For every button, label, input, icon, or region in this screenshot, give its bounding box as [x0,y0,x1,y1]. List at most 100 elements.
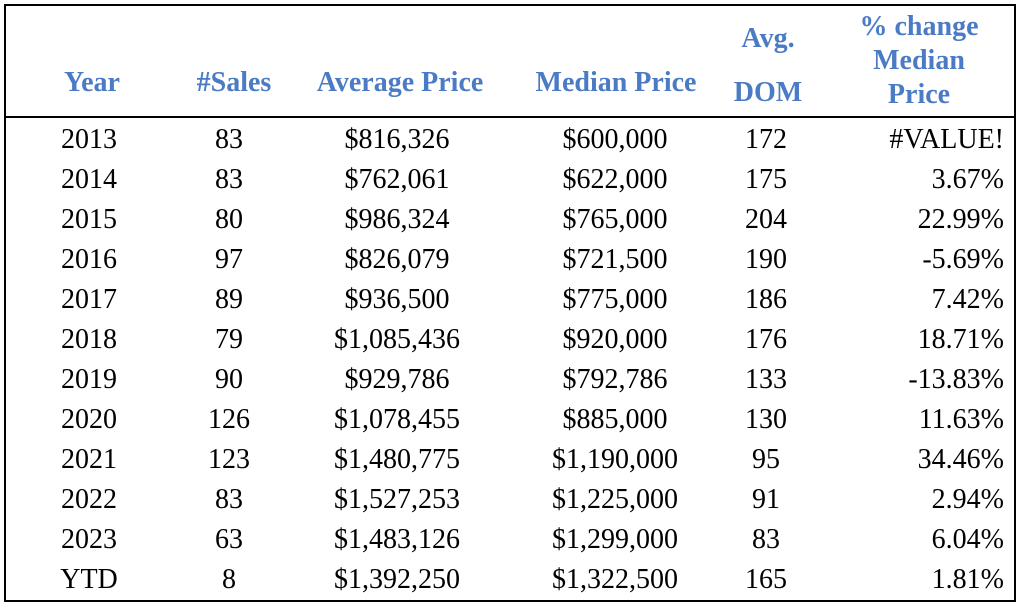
cell-median-price: $600,000 [562,124,668,155]
header-average-price: Average Price [298,66,502,100]
cell-median-price: $885,000 [562,404,668,435]
cell-average-price: $936,500 [344,284,450,315]
cell-median-price: $1,299,000 [552,524,678,555]
table-body: 2013 83 $816,326 $600,000 172 #VALUE! 2014 83 $7… [6,120,1014,600]
cell-sales: 126 [208,404,250,435]
cell-average-price: $1,078,455 [334,404,460,435]
cell-year: YTD [60,564,118,595]
table-row: 2023 63 $1,483,126 $1,299,000 83 6.04% [6,520,1014,560]
header-avg-dom-line-1: Avg. [741,23,795,54]
header-pct-change-line-3: Price [887,79,951,110]
header-year: Year [54,66,130,100]
cell-year: 2019 [61,364,117,395]
cell-year: 2021 [61,444,117,475]
header-avg-dom: Avg. DOM [722,12,814,120]
cell-median-price: $792,786 [562,364,668,395]
cell-year: 2015 [61,204,117,235]
cell-average-price: $1,480,775 [334,444,460,475]
header-median-price: Median Price [518,66,714,100]
header-sales-line: #Sales [196,67,272,98]
cell-year: 2020 [61,404,117,435]
cell-avg-dom: 91 [752,484,780,515]
cell-year: 2014 [61,164,117,195]
cell-year: 2018 [61,324,117,355]
cell-sales: 83 [215,124,243,155]
sales-table: Year #Sales Average Price Median Price A… [4,4,1016,602]
header-pct-change-line-1: % change [859,11,979,42]
cell-avg-dom: 130 [745,404,787,435]
cell-median-price: $920,000 [562,324,668,355]
cell-pct-change-median: #VALUE! [889,124,1004,155]
cell-pct-change-median: 1.81% [931,564,1004,595]
cell-sales: 80 [215,204,243,235]
cell-sales: 79 [215,324,243,355]
cell-average-price: $929,786 [344,364,450,395]
cell-median-price: $765,000 [562,204,668,235]
cell-median-price: $1,322,500 [552,564,678,595]
cell-average-price: $826,079 [344,244,450,275]
table-row: 2018 79 $1,085,436 $920,000 176 18.71% [6,320,1014,360]
cell-year: 2022 [61,484,117,515]
cell-pct-change-median: 7.42% [931,284,1004,315]
table-row: 2015 80 $986,324 $765,000 204 22.99% [6,200,1014,240]
table-row: 2013 83 $816,326 $600,000 172 #VALUE! [6,120,1014,160]
header-median-price-line: Median Price [535,67,697,98]
header-average-price-line: Average Price [316,67,484,98]
cell-sales: 97 [215,244,243,275]
cell-sales: 83 [215,484,243,515]
cell-avg-dom: 186 [745,284,787,315]
cell-avg-dom: 133 [745,364,787,395]
cell-avg-dom: 190 [745,244,787,275]
cell-sales: 123 [208,444,250,475]
table-row: 2016 97 $826,079 $721,500 190 -5.69% [6,240,1014,280]
cell-average-price: $986,324 [344,204,450,235]
header-pct-change-median: % change Median Price [834,10,1004,112]
cell-sales: 90 [215,364,243,395]
cell-pct-change-median: 11.63% [918,404,1004,435]
cell-average-price: $1,483,126 [334,524,460,555]
cell-year: 2013 [61,124,117,155]
cell-average-price: $1,392,250 [334,564,460,595]
cell-average-price: $1,085,436 [334,324,460,355]
cell-sales: 89 [215,284,243,315]
table-row: 2022 83 $1,527,253 $1,225,000 91 2.94% [6,480,1014,520]
header-avg-dom-line-2: DOM [733,77,803,108]
cell-pct-change-median: 22.99% [917,204,1004,235]
cell-average-price: $816,326 [344,124,450,155]
cell-avg-dom: 175 [745,164,787,195]
cell-average-price: $762,061 [344,164,450,195]
cell-sales: 8 [222,564,236,595]
cell-year: 2016 [61,244,117,275]
cell-median-price: $622,000 [562,164,668,195]
cell-year: 2023 [61,524,117,555]
cell-avg-dom: 165 [745,564,787,595]
cell-avg-dom: 204 [745,204,787,235]
cell-avg-dom: 83 [752,524,780,555]
cell-pct-change-median: -5.69% [922,244,1004,275]
cell-median-price: $721,500 [562,244,668,275]
cell-median-price: $775,000 [562,284,668,315]
cell-avg-dom: 172 [745,124,787,155]
cell-pct-change-median: 6.04% [931,524,1004,555]
cell-median-price: $1,190,000 [552,444,678,475]
table-header: Year #Sales Average Price Median Price A… [6,6,1014,118]
header-pct-change-line-2: Median [873,45,965,76]
table-row: YTD 8 $1,392,250 $1,322,500 165 1.81% [6,560,1014,600]
header-year-line: Year [64,67,120,98]
table-row: 2014 83 $762,061 $622,000 175 3.67% [6,160,1014,200]
table-row: 2019 90 $929,786 $792,786 133 -13.83% [6,360,1014,400]
cell-sales: 83 [215,164,243,195]
cell-average-price: $1,527,253 [334,484,460,515]
table-row: 2020 126 $1,078,455 $885,000 130 11.63% [6,400,1014,440]
cell-avg-dom: 176 [745,324,787,355]
cell-year: 2017 [61,284,117,315]
cell-pct-change-median: 18.71% [917,324,1004,355]
cell-sales: 63 [215,524,243,555]
cell-pct-change-median: -13.83% [908,364,1004,395]
cell-pct-change-median: 34.46% [917,444,1004,475]
header-sales: #Sales [178,66,290,100]
cell-pct-change-median: 2.94% [931,484,1004,515]
table-row: 2021 123 $1,480,775 $1,190,000 95 34.46% [6,440,1014,480]
cell-median-price: $1,225,000 [552,484,678,515]
cell-avg-dom: 95 [752,444,780,475]
